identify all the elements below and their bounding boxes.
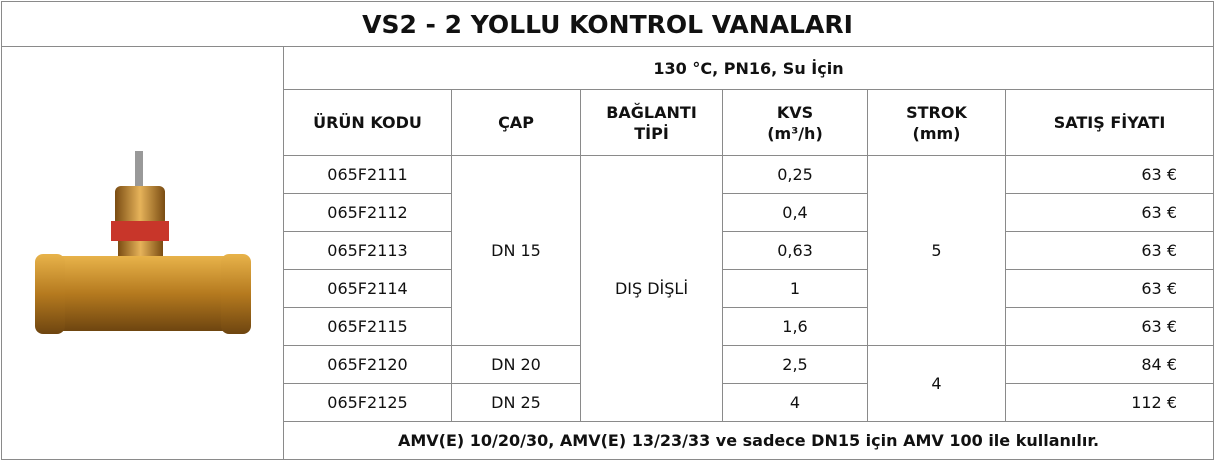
code: 065F2112: [284, 194, 452, 232]
price: 63 €: [1006, 194, 1214, 232]
header-line: TİPİ: [634, 124, 669, 143]
column-header: KVS (m³/h): [723, 90, 868, 156]
stroke: 4: [868, 346, 1006, 422]
diameter: DN 25: [452, 384, 581, 422]
valve-illustration: [23, 136, 263, 366]
price: 63 €: [1006, 308, 1214, 346]
title: VS2 - 2 YOLLU KONTROL VANALARI: [2, 2, 1214, 47]
price-table: VS2 - 2 YOLLU KONTROL VANALARI 130 °C, P…: [1, 1, 1214, 460]
column-header: ÜRÜN KODU: [284, 90, 452, 156]
product-image: [2, 47, 284, 460]
kvs: 0,4: [723, 194, 868, 232]
column-header: BAĞLANTI TİPİ: [581, 90, 723, 156]
code: 065F2113: [284, 232, 452, 270]
header-line: (m³/h): [767, 124, 823, 143]
footer-note: AMV(E) 10/20/30, AMV(E) 13/23/33 ve sade…: [284, 422, 1214, 460]
price: 63 €: [1006, 232, 1214, 270]
code: 065F2120: [284, 346, 452, 384]
kvs: 2,5: [723, 346, 868, 384]
header-line: STROK: [906, 103, 967, 122]
code: 065F2114: [284, 270, 452, 308]
kvs: 4: [723, 384, 868, 422]
code: 065F2125: [284, 384, 452, 422]
subtitle: 130 °C, PN16, Su İçin: [284, 47, 1214, 90]
page: VS2 - 2 YOLLU KONTROL VANALARI 130 °C, P…: [0, 1, 1215, 471]
price: 63 €: [1006, 270, 1214, 308]
connection: DIŞ DİŞLİ: [581, 156, 723, 422]
diameter: DN 15: [452, 156, 581, 346]
kvs: 0,25: [723, 156, 868, 194]
code: 065F2111: [284, 156, 452, 194]
column-header: SATIŞ FİYATI: [1006, 90, 1214, 156]
header-line: (mm): [913, 124, 961, 143]
price: 63 €: [1006, 156, 1214, 194]
kvs: 0,63: [723, 232, 868, 270]
code: 065F2115: [284, 308, 452, 346]
price: 84 €: [1006, 346, 1214, 384]
diameter: DN 20: [452, 346, 581, 384]
header-line: KVS: [777, 103, 813, 122]
stroke: 5: [868, 156, 1006, 346]
kvs: 1: [723, 270, 868, 308]
column-header: ÇAP: [452, 90, 581, 156]
column-header: STROK (mm): [868, 90, 1006, 156]
header-line: BAĞLANTI: [606, 103, 697, 122]
kvs: 1,6: [723, 308, 868, 346]
price: 112 €: [1006, 384, 1214, 422]
